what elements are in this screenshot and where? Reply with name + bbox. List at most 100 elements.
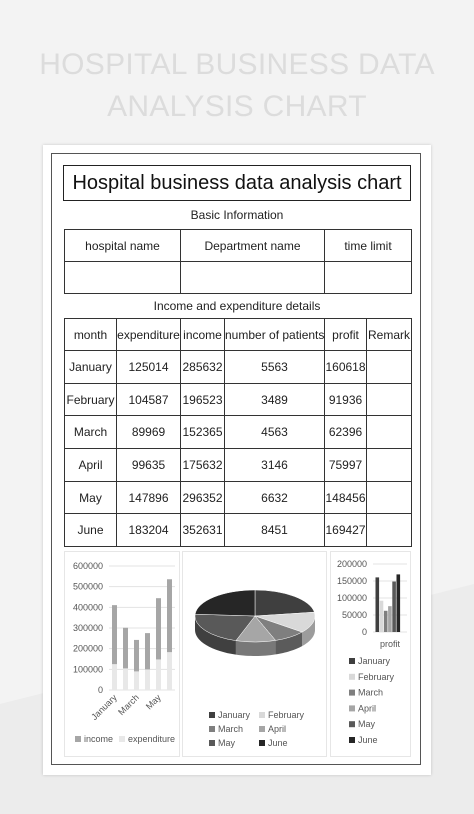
bar-expenditure [167,652,172,690]
cell-remark[interactable] [366,382,412,417]
header-profit: profit [324,318,367,351]
cell-patients[interactable]: 3146 [224,448,325,482]
banner-line-1: HOSPITAL BUSINESS DATA [39,48,435,81]
profit-bar [383,610,388,632]
cell-remark[interactable] [366,480,412,515]
legend-label: June [268,738,288,748]
bar-income [145,633,150,670]
income-expenditure-chart-panel: 0 100000 200000 300000 400000 500000 600000 Jan… [64,551,180,757]
y-tick-label: 100000 [337,593,367,603]
cell-expenditure[interactable]: 99635 [116,448,181,482]
legend-label: May [218,738,236,748]
bar-expenditure [134,671,139,690]
x-tick-label: March [116,692,141,717]
cell-profit[interactable]: 148456 [324,480,367,515]
basic-info-label: Basic Information [190,208,284,222]
document-title: Hospital business data analysis chart [63,165,411,201]
cell-profit[interactable]: 169427 [324,513,367,548]
cell-expenditure[interactable]: 89969 [116,415,181,450]
table-row: January 125014 285632 5563 160618 [64,350,412,384]
y-tick-label: 300000 [73,623,103,633]
profit-bar [375,577,380,632]
hospital-name-cell[interactable] [64,261,181,294]
cell-income[interactable]: 196523 [180,382,225,417]
document-frame [51,153,421,765]
legend-swatch-expenditure [119,736,125,742]
legend-swatch [349,721,355,728]
legend-swatch [349,689,355,696]
cell-expenditure[interactable]: 147896 [116,480,181,515]
cell-profit[interactable]: 91936 [324,382,367,417]
y-tick-label: 150000 [337,576,367,586]
cell-income[interactable]: 175632 [180,448,225,482]
bar-income [156,598,161,660]
department-name-cell[interactable] [180,261,325,294]
cell-profit[interactable]: 75997 [324,448,367,482]
cell-patients[interactable]: 5563 [224,350,325,384]
cell-profit[interactable]: 160618 [324,350,367,384]
x-tick-label: May [144,692,163,711]
legend-label: April [358,703,376,713]
cell-remark[interactable] [366,415,412,450]
profit-bar [379,600,384,632]
cell-expenditure[interactable]: 104587 [116,382,181,417]
bar-income [123,627,128,669]
legend-swatch [349,658,355,664]
bar-income [134,639,139,672]
cell-month[interactable]: February [64,382,117,417]
cell-remark[interactable] [366,513,412,548]
cell-patients[interactable]: 4563 [224,415,325,450]
document-sheet: Hospital business data analysis chart Ba… [43,145,431,775]
legend-swatch-income [75,736,81,742]
income-expenditure-chart: 0 100000 200000 300000 400000 500000 600000 Jan… [73,561,175,744]
bar-expenditure [112,664,117,690]
y-tick-label: 400000 [73,602,103,612]
table-row: February 104587 196523 3489 91936 [64,382,412,417]
y-tick-label: 600000 [73,561,103,571]
cell-expenditure[interactable]: 125014 [116,350,181,384]
pie-slice [194,589,256,617]
basic-info-table: hospital name Department name time limit [64,229,412,294]
legend-swatch [209,726,215,732]
profit-pie-chart-panel: January February March April May June [182,551,327,757]
y-tick-label: 500000 [73,582,103,592]
table-row: June 183204 352631 8451 169427 [64,513,412,548]
legend-label: January [218,710,251,720]
cell-expenditure[interactable]: 183204 [116,513,181,548]
cell-month[interactable]: April [64,448,117,482]
cell-income[interactable]: 296352 [180,480,225,515]
basic-header-time-limit: time limit [324,229,412,262]
cell-patients[interactable]: 3489 [224,382,325,417]
bar-expenditure [156,659,161,690]
bar-expenditure [123,668,128,690]
time-limit-cell[interactable] [324,261,412,294]
cell-month[interactable]: March [64,415,117,450]
pie-slice-side [235,640,276,656]
legend-label: March [218,724,243,734]
y-tick-label: 50000 [342,610,367,620]
details-table: month expenditure income number of patie… [64,318,412,548]
banner-line-2: ANALYSIS CHART [107,90,367,123]
legend-label-expenditure: expenditure [128,734,175,744]
header-month: month [64,318,117,351]
header-patients: number of patients [224,318,325,351]
cell-remark[interactable] [366,448,412,482]
profit-bar [396,574,401,632]
cell-income[interactable]: 285632 [180,350,225,384]
legend-label: June [358,735,378,745]
bar-income [167,579,172,653]
page-banner: HOSPITAL BUSINESS DATA ANALYSIS CHART [0,44,474,128]
cell-income[interactable]: 352631 [180,513,225,548]
cell-patients[interactable]: 8451 [224,513,325,548]
cell-month[interactable]: May [64,480,117,515]
bar-expenditure [145,669,150,690]
cell-patients[interactable]: 6632 [224,480,325,515]
cell-month[interactable]: June [64,513,117,548]
legend-swatch [209,712,215,718]
x-tick-label: January [89,692,119,722]
cell-remark[interactable] [366,350,412,384]
legend-label: February [268,710,305,720]
cell-month[interactable]: January [64,350,117,384]
cell-profit[interactable]: 62396 [324,415,367,450]
cell-income[interactable]: 152365 [180,415,225,450]
